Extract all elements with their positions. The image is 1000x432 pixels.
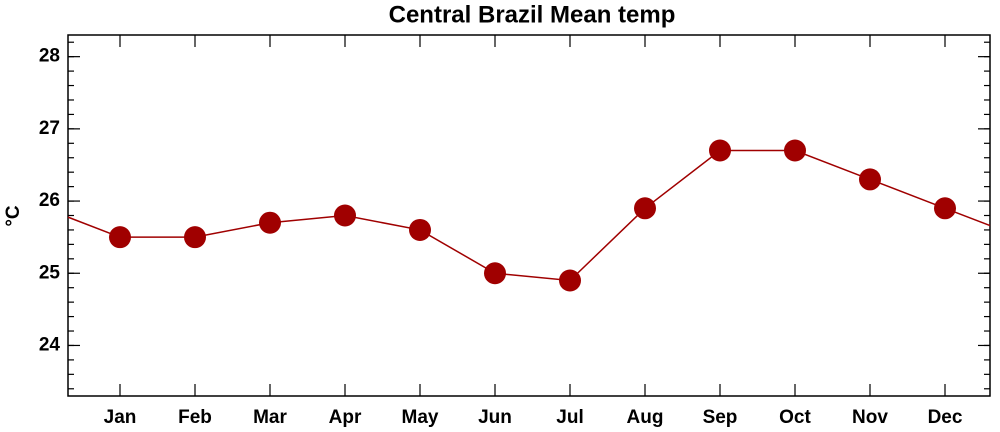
y-axis-label: °C [3,205,24,227]
plot-frame [67,34,991,397]
y-tick-label: 26 [39,190,60,211]
x-tick-label: Dec [928,407,963,428]
x-tick-label: Feb [178,407,212,428]
y-tick-label: 28 [39,46,60,67]
marker [934,197,956,220]
chart-title: Central Brazil Mean temp [389,1,676,28]
marker [784,139,806,162]
marker [334,204,356,227]
marker [184,226,206,249]
marker [859,168,881,191]
x-tick-label: Mar [253,407,287,428]
marker [484,262,506,285]
x-tick-label: Apr [329,407,362,428]
x-tick-label: Nov [852,407,888,428]
x-tick-label: Jun [478,407,512,428]
x-tick-label: May [402,407,439,428]
y-tick-label: 27 [39,118,60,139]
marker [259,211,281,234]
marker [709,139,731,162]
y-tick-label: 24 [39,334,61,355]
series-line [120,149,946,282]
marker [409,218,431,241]
x-tick-label: Aug [627,407,664,428]
y-tick-label: 25 [39,262,61,283]
marker [109,226,131,249]
x-tick-label: Jan [104,407,137,428]
marker [634,197,656,220]
marker [559,269,581,292]
x-tick-label: Oct [779,407,811,428]
x-tick-label: Sep [703,407,738,428]
x-tick-label: Jul [556,407,583,428]
